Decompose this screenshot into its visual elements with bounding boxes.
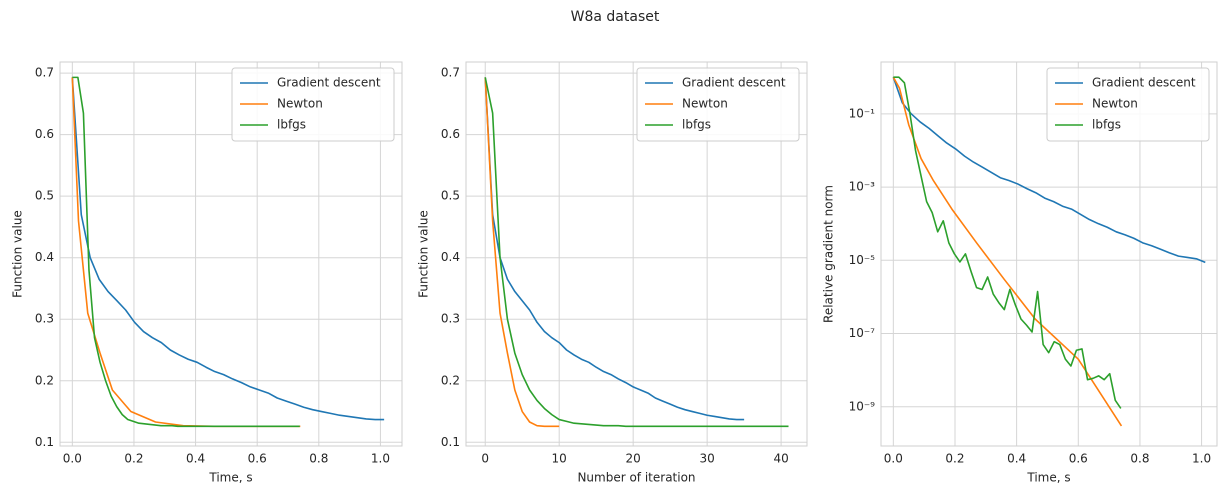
x-tick-label: 20 xyxy=(626,452,641,466)
legend-box xyxy=(636,67,800,142)
x-tick-label: 0.0 xyxy=(884,452,903,466)
y-axis-label: Function value xyxy=(417,210,431,298)
y-tick-label: 10⁻³ xyxy=(849,180,876,194)
y-tick-label: 10⁻⁵ xyxy=(849,253,876,267)
y-axis-label: Function value xyxy=(11,210,25,298)
y-tick-label: 0.5 xyxy=(35,189,54,203)
x-tick-label: 1.0 xyxy=(371,452,390,466)
x-tick-label: 0 xyxy=(481,452,489,466)
legend-label: Newton xyxy=(682,97,728,111)
y-tick-label: 10⁻⁷ xyxy=(849,326,876,340)
x-tick-label: 40 xyxy=(773,452,788,466)
y-tick-label: 0.4 xyxy=(441,250,460,264)
legend: Gradient descent Newton lbfgs xyxy=(231,67,395,142)
legend-label: Gradient descent xyxy=(1092,76,1196,90)
y-tick-label: 0.1 xyxy=(35,435,54,449)
legend: Gradient descent Newton lbfgs xyxy=(636,67,800,142)
data-line xyxy=(72,76,300,428)
y-tick-label: 0.2 xyxy=(441,373,460,387)
axes-frame xyxy=(465,61,808,447)
data-line xyxy=(484,77,745,421)
legend-label: Newton xyxy=(1092,97,1138,111)
x-axis-label: Time, s xyxy=(208,471,252,485)
legend-label: lbfgs xyxy=(682,118,711,132)
x-tick-label: 0.6 xyxy=(248,452,267,466)
subplot: 0.0 0.2 0.4 0.6 0.8 1.0 10⁻⁹ 10⁻⁷ 10⁻⁵ 10⁻³ 10⁻¹ Ti… xyxy=(822,61,1218,485)
axes-frame xyxy=(880,61,1218,447)
y-tick-label: 0.7 xyxy=(441,66,460,80)
figure-title: W8a dataset xyxy=(571,9,660,25)
legend-label: Newton xyxy=(277,97,323,111)
legend-label: Gradient descent xyxy=(277,76,381,90)
x-tick-label: 0.2 xyxy=(124,452,143,466)
legend-label: Gradient descent xyxy=(682,76,786,90)
legend-box xyxy=(231,67,395,142)
data-line xyxy=(71,77,385,421)
x-tick-label: 0.4 xyxy=(1007,452,1026,466)
y-tick-label: 0.7 xyxy=(35,66,54,80)
data-line xyxy=(484,77,789,428)
x-tick-label: 10 xyxy=(552,452,567,466)
data-line xyxy=(893,76,1122,409)
legend-box xyxy=(1046,67,1210,142)
y-axis-label: Relative gradient norm xyxy=(822,185,836,323)
x-tick-label: 0.8 xyxy=(1130,452,1149,466)
y-tick-label: 0.5 xyxy=(441,189,460,203)
x-tick-label: 30 xyxy=(700,452,715,466)
subplot: 0.0 0.2 0.4 0.6 0.8 1.0 0.1 0.2 0.3 0.4 0.5 0.6 0.7 T… xyxy=(11,61,403,485)
y-tick-label: 0.3 xyxy=(35,312,54,326)
subplot: 0 10 20 30 40 0.1 0.2 0.3 0.4 0.5 0.6 0.7 Number of … xyxy=(417,61,808,485)
x-tick-label: 0.4 xyxy=(186,452,205,466)
x-tick-label: 1.0 xyxy=(1192,452,1211,466)
y-tick-label: 0.6 xyxy=(441,127,460,141)
legend-label: lbfgs xyxy=(1092,118,1121,132)
axes-frame xyxy=(59,61,403,447)
x-tick-label: 0.6 xyxy=(1069,452,1088,466)
y-tick-label: 10⁻⁹ xyxy=(849,399,876,413)
x-tick-label: 0.2 xyxy=(945,452,964,466)
y-tick-label: 10⁻¹ xyxy=(849,106,876,120)
legend: Gradient descent Newton lbfgs xyxy=(1046,67,1210,142)
y-tick-label: 0.3 xyxy=(441,312,460,326)
legend-label: lbfgs xyxy=(277,118,306,132)
x-tick-label: 0.0 xyxy=(63,452,82,466)
data-line xyxy=(892,76,1206,264)
x-axis-label: Time, s xyxy=(1026,471,1070,485)
y-tick-label: 0.6 xyxy=(35,127,54,141)
data-line xyxy=(484,77,560,428)
x-tick-label: 0.8 xyxy=(309,452,328,466)
y-tick-label: 0.2 xyxy=(35,373,54,387)
y-tick-label: 0.1 xyxy=(441,435,460,449)
x-axis-label: Number of iteration xyxy=(577,471,695,485)
y-tick-label: 0.4 xyxy=(35,250,54,264)
data-line xyxy=(892,76,1123,427)
